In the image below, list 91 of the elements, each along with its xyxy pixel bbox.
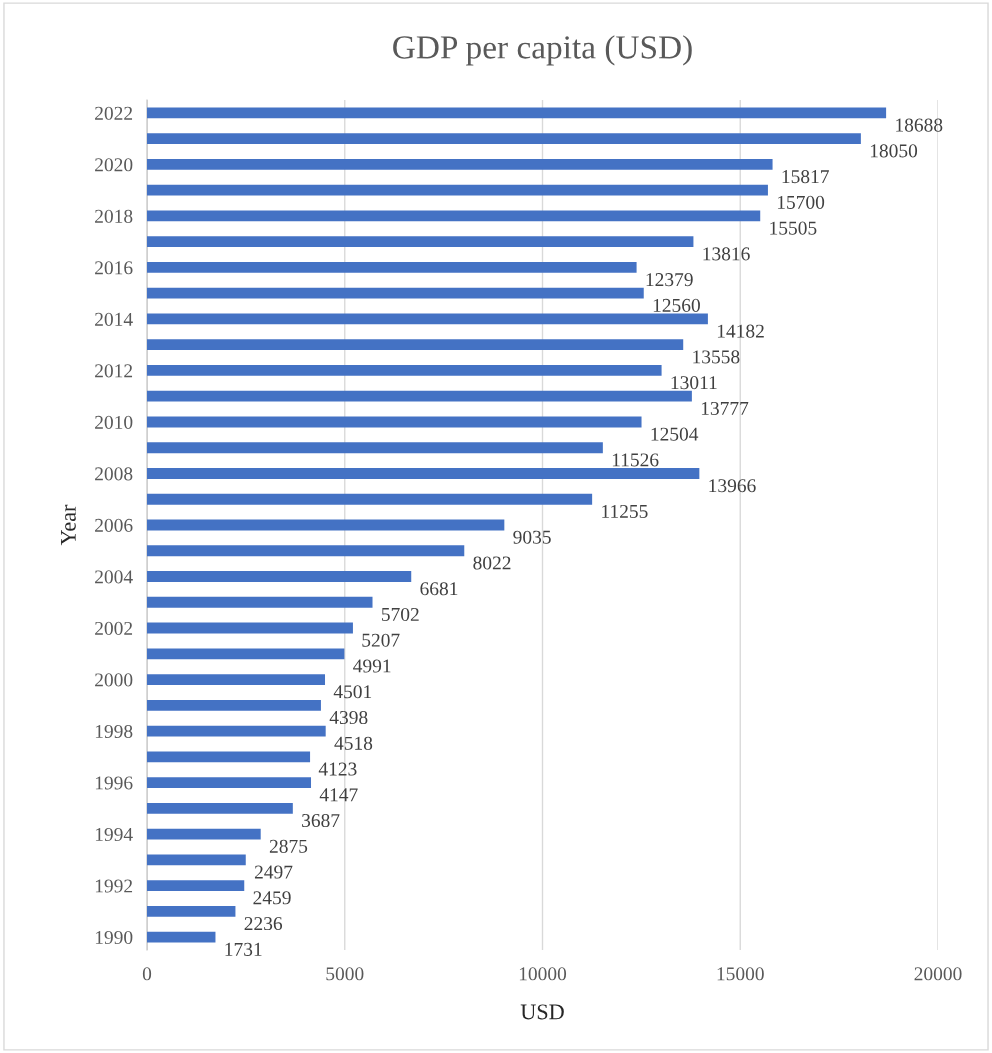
y-tick-label: 2010 <box>95 415 133 429</box>
data-label: 4147 <box>319 788 358 802</box>
bar <box>147 622 353 634</box>
bar <box>147 931 216 943</box>
data-label: 15505 <box>770 221 817 235</box>
data-label: 4501 <box>333 685 372 699</box>
x-axis-title: USD <box>520 1004 564 1020</box>
bar <box>147 725 326 737</box>
data-label: 9035 <box>513 530 551 544</box>
data-label: 2459 <box>253 891 291 905</box>
data-label: 18050 <box>870 144 918 158</box>
data-label: 2875 <box>269 839 308 853</box>
bar <box>147 210 761 222</box>
x-tick-label: 20000 <box>914 967 962 981</box>
y-tick-label: 2004 <box>95 570 133 584</box>
y-tick-label: 2014 <box>95 312 133 326</box>
data-label: 15817 <box>782 170 829 184</box>
data-label: 4518 <box>334 736 373 750</box>
bar <box>147 596 373 608</box>
bar <box>147 339 684 351</box>
data-label: 4991 <box>353 659 391 673</box>
y-axis-title: Year <box>61 504 76 546</box>
data-label: 15700 <box>777 195 825 209</box>
y-tick-label: 1996 <box>95 776 133 790</box>
y-tick-label: 2012 <box>95 364 133 378</box>
bar <box>147 777 312 788</box>
bar <box>147 519 505 531</box>
y-tick-label: 1990 <box>95 930 133 945</box>
bar <box>147 184 768 196</box>
bar <box>147 880 245 892</box>
y-tick-label: 2008 <box>95 467 133 481</box>
data-label: 13011 <box>671 376 717 390</box>
y-tick-label: 2022 <box>95 106 133 120</box>
bar <box>147 442 603 454</box>
bar <box>147 236 694 248</box>
x-tick-label: 10000 <box>519 967 567 981</box>
y-tick-label: 2000 <box>95 673 133 687</box>
y-tick-label: 2006 <box>95 518 133 532</box>
y-tick-label: 2016 <box>95 261 133 275</box>
bar <box>147 416 642 428</box>
bar <box>147 648 345 660</box>
y-tick-label: 2020 <box>95 158 133 172</box>
data-label: 3687 <box>302 813 340 828</box>
data-label: 4398 <box>329 710 368 725</box>
data-label: 5702 <box>381 607 419 622</box>
data-label: 14182 <box>717 324 764 338</box>
bar <box>147 828 261 840</box>
data-label: 2497 <box>254 865 293 879</box>
bar <box>147 365 662 376</box>
x-tick-label: 15000 <box>717 967 764 981</box>
bar <box>147 287 644 299</box>
data-label: 4123 <box>318 762 357 776</box>
data-label: 5207 <box>362 633 400 647</box>
bar <box>147 493 593 505</box>
data-label: 13966 <box>709 479 756 493</box>
data-label: 2236 <box>244 917 283 931</box>
bar <box>147 674 326 685</box>
data-label: 18688 <box>896 118 943 132</box>
y-tick-label: 2002 <box>95 621 133 635</box>
bar <box>147 545 465 557</box>
bar <box>147 571 412 582</box>
bar <box>147 905 236 917</box>
bar <box>147 262 637 273</box>
data-label: 11526 <box>612 453 659 467</box>
data-label: 1731 <box>225 942 262 956</box>
bar <box>147 133 861 145</box>
data-label: 11255 <box>602 504 648 518</box>
data-label: 12560 <box>653 298 700 312</box>
y-tick-label: 1992 <box>95 879 133 893</box>
y-tick-label: 1998 <box>95 724 133 738</box>
x-tick-label: 5000 <box>326 967 364 981</box>
bar <box>147 699 321 711</box>
data-label: 12504 <box>651 427 699 441</box>
y-tick-label: 2018 <box>95 209 133 223</box>
data-label: 13816 <box>703 247 750 261</box>
bar <box>147 107 887 119</box>
bar <box>147 468 700 479</box>
bar <box>147 854 246 866</box>
bar <box>147 751 311 763</box>
data-label: 12379 <box>646 273 693 287</box>
bar <box>147 313 708 325</box>
chart-title: GDP per capita (USD) <box>393 35 692 66</box>
bar <box>147 802 293 814</box>
y-tick-label: 1994 <box>95 827 133 842</box>
x-tick-label: 0 <box>142 967 152 981</box>
data-label: 13777 <box>701 401 749 415</box>
bar <box>147 158 773 170</box>
bar <box>147 390 692 402</box>
data-label: 13558 <box>693 350 740 364</box>
data-label: 8022 <box>473 556 511 570</box>
data-label: 6681 <box>420 582 458 596</box>
